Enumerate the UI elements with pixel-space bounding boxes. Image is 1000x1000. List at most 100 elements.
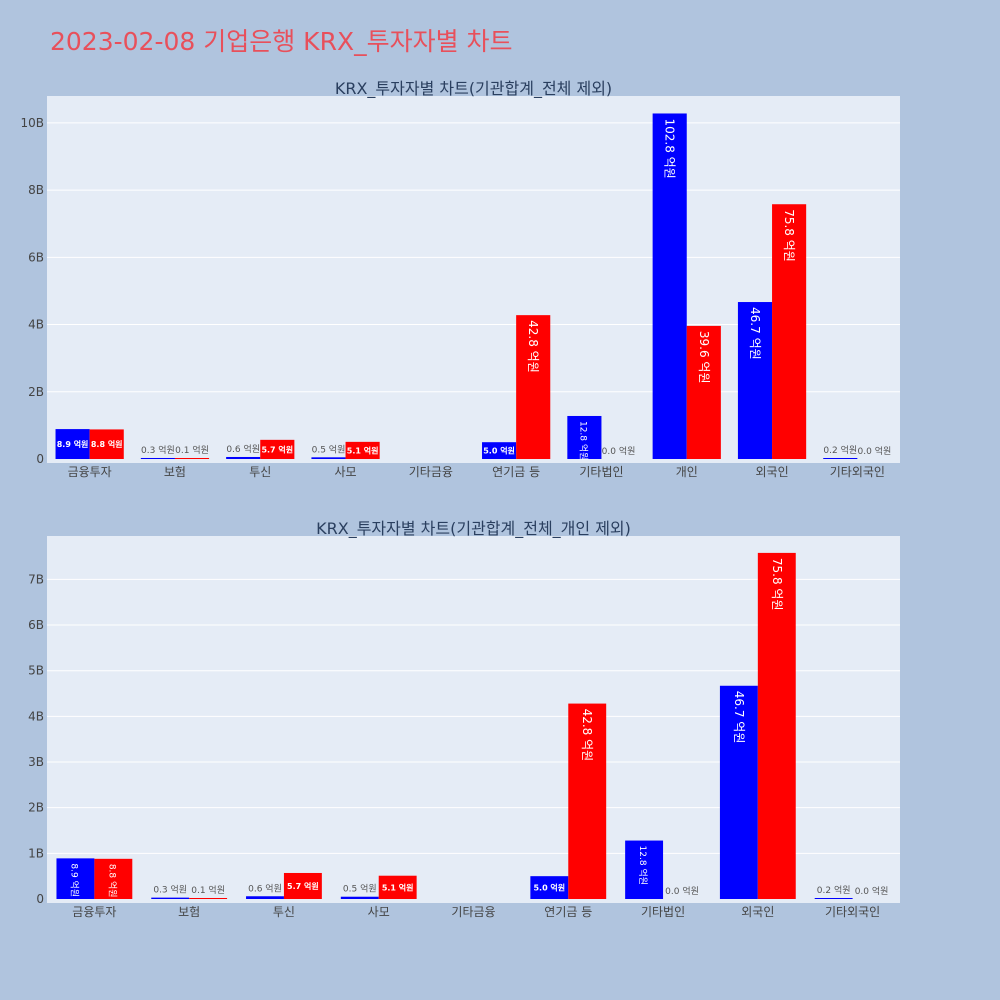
- y-tick-label: 2B: [28, 385, 44, 399]
- bar: [516, 315, 551, 459]
- x-tick-label: 기타법인: [641, 905, 685, 919]
- chart-excluding-institutions-and-individuals: KRX_투자자별 차트(기관합계_전체_개인 제외) 0 1B 2B 3B 4B 5B 6B 7…: [0, 510, 1000, 919]
- bar-data-label: 0.6 억원: [248, 882, 282, 894]
- bar: [246, 896, 284, 899]
- y-tick-label: 2B: [28, 801, 44, 815]
- bar-data-label: 102.8 억원: [663, 118, 677, 178]
- bar: [378, 875, 417, 899]
- bar: [56, 858, 95, 899]
- x-tick-label: 보험: [164, 465, 186, 479]
- chart-title: KRX_투자자별 차트(기관합계_전체_개인 제외): [316, 519, 631, 539]
- x-tick-label: 기타외국인: [825, 905, 880, 919]
- x-tick-label: 보험: [178, 905, 200, 919]
- bar-data-label: 0.1 억원: [175, 444, 209, 456]
- bar: [814, 898, 853, 899]
- page-title: 2023-02-08 기업은행 KRX_투자자별 차트: [50, 27, 513, 56]
- bar-data-label: 0.3 억원: [153, 884, 187, 896]
- bar-data-label: 0.6 억원: [226, 443, 260, 455]
- bar-data-label: 8.8 억원: [91, 439, 123, 449]
- bar-data-label: 0.2 억원: [823, 444, 857, 456]
- bar-data-label: 46.7 억원: [748, 307, 762, 360]
- bar: [311, 457, 346, 459]
- y-tick-label: 1B: [28, 846, 44, 860]
- bar-data-label: 42.8 억원: [580, 709, 594, 762]
- bar-data-label: 5.0 억원: [483, 446, 515, 456]
- y-tick-label: 6B: [28, 618, 44, 632]
- y-tick-label: 4B: [28, 709, 44, 723]
- x-tick-label: 금융투자: [72, 905, 116, 919]
- bar: [226, 456, 261, 459]
- x-tick-label: 외국인: [755, 465, 788, 479]
- bar-data-label: 75.8 억원: [782, 209, 796, 262]
- y-tick-label: 10B: [20, 116, 44, 130]
- x-tick-label: 기타금융: [451, 905, 495, 919]
- bar: [283, 872, 322, 899]
- y-tick-label: 0: [36, 452, 44, 466]
- y-tick-label: 6B: [28, 250, 44, 264]
- bar: [823, 458, 858, 459]
- y-tick-label: 8B: [28, 183, 44, 197]
- bar-data-label: 5.1 억원: [382, 882, 414, 892]
- bar-data-label: 12.8 억원: [577, 421, 589, 460]
- bar: [140, 457, 175, 459]
- y-tick-label: 0: [36, 892, 44, 906]
- bar: [89, 429, 124, 459]
- chart-svg-0: KRX_투자자별 차트(기관합계_전체 제외) 0 2B 4B 6B 8B 10B 8.9 억…: [20, 79, 900, 479]
- bar: [345, 441, 380, 459]
- bar-data-label: 0.2 억원: [817, 884, 851, 896]
- chart-svg-1: KRX_투자자별 차트(기관합계_전체_개인 제외) 0 1B 2B 3B 4B 5B 6B 7…: [28, 519, 900, 919]
- bar: [482, 442, 517, 459]
- x-tick-label: 사모: [335, 465, 357, 479]
- chart-excluding-institutions: KRX_투자자별 차트(기관합계_전체 제외) 0 2B 4B 6B 8B 10B 8.9 억…: [0, 70, 1000, 479]
- bar: [530, 876, 569, 899]
- bar-data-label: 0.3 억원: [141, 444, 175, 456]
- x-tick-label: 기타법인: [579, 465, 623, 479]
- bar-data-label: 8.9 억원: [57, 439, 89, 449]
- bar-data-label: 8.8 억원: [106, 864, 118, 898]
- bar-data-label: 5.1 억원: [347, 445, 379, 455]
- bar-data-label: 5.7 억원: [261, 444, 293, 454]
- chart-title: KRX_투자자별 차트(기관합계_전체 제외): [335, 79, 612, 99]
- bar: [260, 439, 295, 459]
- y-tick-label: 3B: [28, 755, 44, 769]
- x-tick-label: 사모: [368, 905, 390, 919]
- y-tick-label: 7B: [28, 572, 44, 586]
- x-tick-label: 기타금융: [409, 465, 453, 479]
- bar: [568, 703, 607, 899]
- x-tick-label: 투신: [249, 465, 271, 479]
- bar: [737, 302, 773, 459]
- x-tick-label: 외국인: [741, 905, 774, 919]
- bar-data-label: 12.8 억원: [637, 846, 649, 885]
- bar: [719, 685, 758, 899]
- bar-data-label: 0.0 억원: [665, 885, 699, 897]
- bar: [55, 429, 90, 459]
- x-tick-label: 금융투자: [68, 465, 112, 479]
- bar: [686, 325, 721, 459]
- bar-data-label: 46.7 억원: [732, 691, 746, 744]
- bar-data-label: 8.9 억원: [68, 863, 80, 897]
- bar-data-label: 5.0 억원: [533, 883, 565, 893]
- x-tick-label: 개인: [676, 465, 698, 479]
- x-tick-label: 투신: [273, 905, 295, 919]
- bar: [772, 204, 807, 459]
- bar-data-label: 0.0 억원: [855, 885, 889, 897]
- bar: [174, 458, 210, 459]
- bar: [340, 896, 379, 899]
- bar-data-label: 75.8 억원: [770, 558, 784, 611]
- bar: [567, 415, 602, 459]
- bar-data-label: 42.8 억원: [526, 320, 540, 373]
- bar-data-label: 0.0 억원: [858, 445, 892, 457]
- x-tick-label: 기타외국인: [830, 465, 885, 479]
- y-tick-label: 4B: [28, 318, 44, 332]
- x-tick-label: 연기금 등: [544, 905, 592, 919]
- bar-data-label: 0.0 억원: [602, 445, 636, 457]
- bar-data-label: 5.7 억원: [287, 881, 319, 891]
- x-tick-label: 연기금 등: [492, 465, 540, 479]
- bar-data-label: 0.1 억원: [191, 884, 225, 896]
- y-tick-label: 5B: [28, 664, 44, 678]
- bar-data-label: 0.5 억원: [343, 883, 377, 895]
- bar-data-label: 0.5 억원: [312, 443, 346, 455]
- bar: [625, 840, 664, 899]
- bar: [757, 552, 796, 899]
- bar-data-label: 39.6 억원: [697, 331, 711, 384]
